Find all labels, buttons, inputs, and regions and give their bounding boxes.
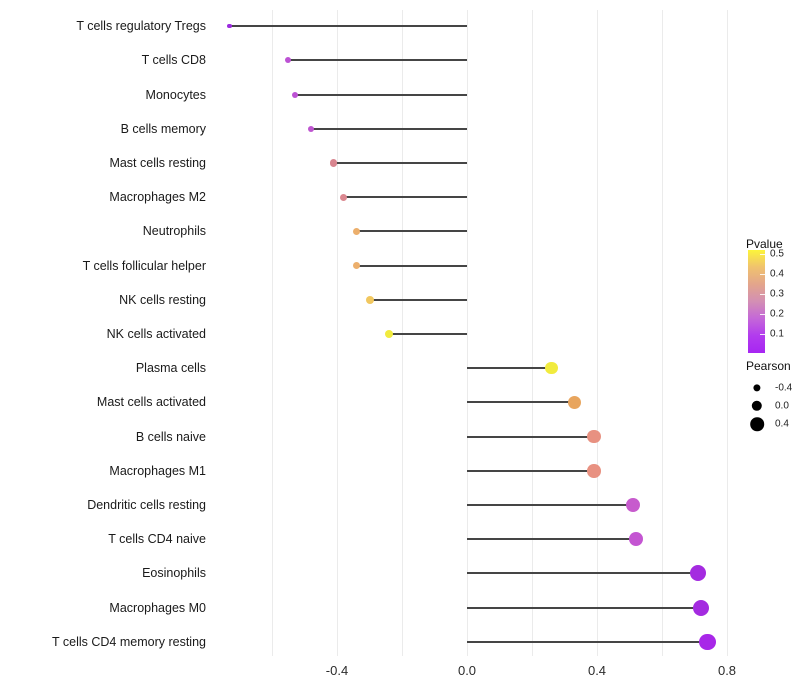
pearson-size-label: 0.0	[775, 400, 789, 412]
colorbar-tick-label: 0.4	[770, 268, 784, 280]
lollipop-dot	[567, 395, 581, 409]
gridline	[532, 10, 533, 656]
lollipop-stick	[467, 367, 552, 370]
y-axis-label: Neutrophils	[142, 224, 206, 239]
lollipop-stick	[288, 59, 467, 62]
y-axis-label: Dendritic cells resting	[87, 498, 206, 512]
y-axis-label: Macrophages M2	[109, 190, 206, 205]
y-axis-label: Eosinophils	[142, 566, 206, 581]
lollipop-dot	[291, 91, 298, 98]
lollipop-dot	[307, 125, 315, 133]
lollipop-stick	[389, 333, 467, 335]
y-axis-label: B cells naive	[135, 429, 206, 444]
y-axis-label: T cells CD4 memory resting	[52, 634, 206, 649]
y-axis-label: T cells CD8	[141, 53, 206, 68]
lollipop-stick	[356, 264, 467, 267]
lollipop-dot	[692, 599, 710, 616]
pearson-legend-title: Pearson	[746, 359, 791, 373]
colorbar-tick-label: 0.5	[770, 248, 784, 260]
lollipop-dot	[628, 531, 644, 547]
gridline	[272, 10, 273, 656]
y-axis-label: T cells follicular helper	[82, 258, 206, 273]
y-axis-label: NK cells activated	[106, 327, 206, 341]
colorbar-tick-mark	[760, 334, 765, 335]
lollipop-dot	[352, 261, 361, 270]
lollipop-stick	[333, 162, 467, 164]
pvalue-colorbar	[748, 250, 765, 353]
colorbar-tick-mark	[760, 294, 765, 295]
y-axis-label: Monocytes	[145, 87, 206, 102]
lollipop-dot	[352, 227, 361, 236]
colorbar-tick-label: 0.3	[770, 288, 784, 300]
lollipop-dot	[339, 193, 348, 201]
y-axis-label: Mast cells activated	[96, 395, 206, 410]
lollipop-stick	[343, 196, 467, 199]
lollipop-dot	[699, 633, 716, 650]
y-axis-label: Plasma cells	[135, 361, 206, 376]
lollipop-dot	[285, 57, 292, 64]
pearson-size-dot	[750, 417, 764, 431]
lollipop-dot	[586, 464, 601, 478]
colorbar-tick-label: 0.1	[770, 328, 784, 340]
lollipop-dot	[330, 159, 338, 167]
gridline	[337, 10, 338, 656]
lollipop-stick	[467, 606, 701, 609]
lollipop-dot	[384, 329, 394, 339]
x-axis-tick-label: -0.4	[325, 663, 349, 678]
lollipop-dot	[545, 361, 558, 375]
pearson-size-dot	[753, 384, 761, 392]
lollipop-stick	[467, 504, 633, 506]
colorbar-tick-label: 0.2	[770, 308, 784, 320]
x-axis-tick-label: 0.0	[457, 663, 477, 678]
gridline	[597, 10, 598, 656]
lollipop-stick	[311, 127, 467, 130]
lollipop-stick	[229, 25, 467, 28]
y-axis-label: T cells regulatory Tregs	[76, 19, 206, 34]
y-axis-label: Mast cells resting	[109, 156, 206, 170]
y-axis-label: T cells CD4 naive	[108, 532, 206, 547]
colorbar-tick-mark	[760, 314, 765, 315]
x-axis-tick-label: 0.4	[587, 663, 607, 678]
pearson-size-label: 0.4	[775, 418, 789, 430]
lollipop-stick	[467, 401, 575, 404]
lollipop-dot	[227, 23, 233, 29]
lollipop-stick	[467, 538, 636, 541]
gridline	[467, 10, 468, 656]
lollipop-stick	[356, 230, 467, 233]
lollipop-stick	[467, 435, 594, 438]
x-axis-tick-label: 0.8	[717, 663, 737, 678]
lollipop-dot	[586, 429, 601, 444]
y-axis-label: B cells memory	[120, 121, 206, 136]
lollipop-stick	[467, 640, 708, 643]
pearson-size-label: -0.4	[775, 382, 793, 394]
colorbar-tick-mark	[760, 274, 765, 275]
y-axis-label: Macrophages M1	[109, 463, 206, 478]
gridline	[662, 10, 663, 656]
lollipop-dot	[365, 295, 374, 304]
pearson-size-dot	[751, 400, 763, 412]
lollipop-stick	[294, 93, 467, 96]
y-axis-label: Macrophages M0	[109, 600, 206, 615]
gridline	[727, 10, 728, 656]
lollipop-stick	[467, 572, 698, 575]
lollipop-stick	[467, 469, 594, 472]
lollipop-stick	[369, 298, 467, 301]
y-axis-label: NK cells resting	[119, 292, 206, 307]
lollipop-dot	[689, 565, 706, 582]
pvalue-legend-title: Pvalue	[746, 237, 783, 251]
lollipop-dot	[625, 497, 640, 513]
colorbar-tick-mark	[760, 254, 765, 255]
